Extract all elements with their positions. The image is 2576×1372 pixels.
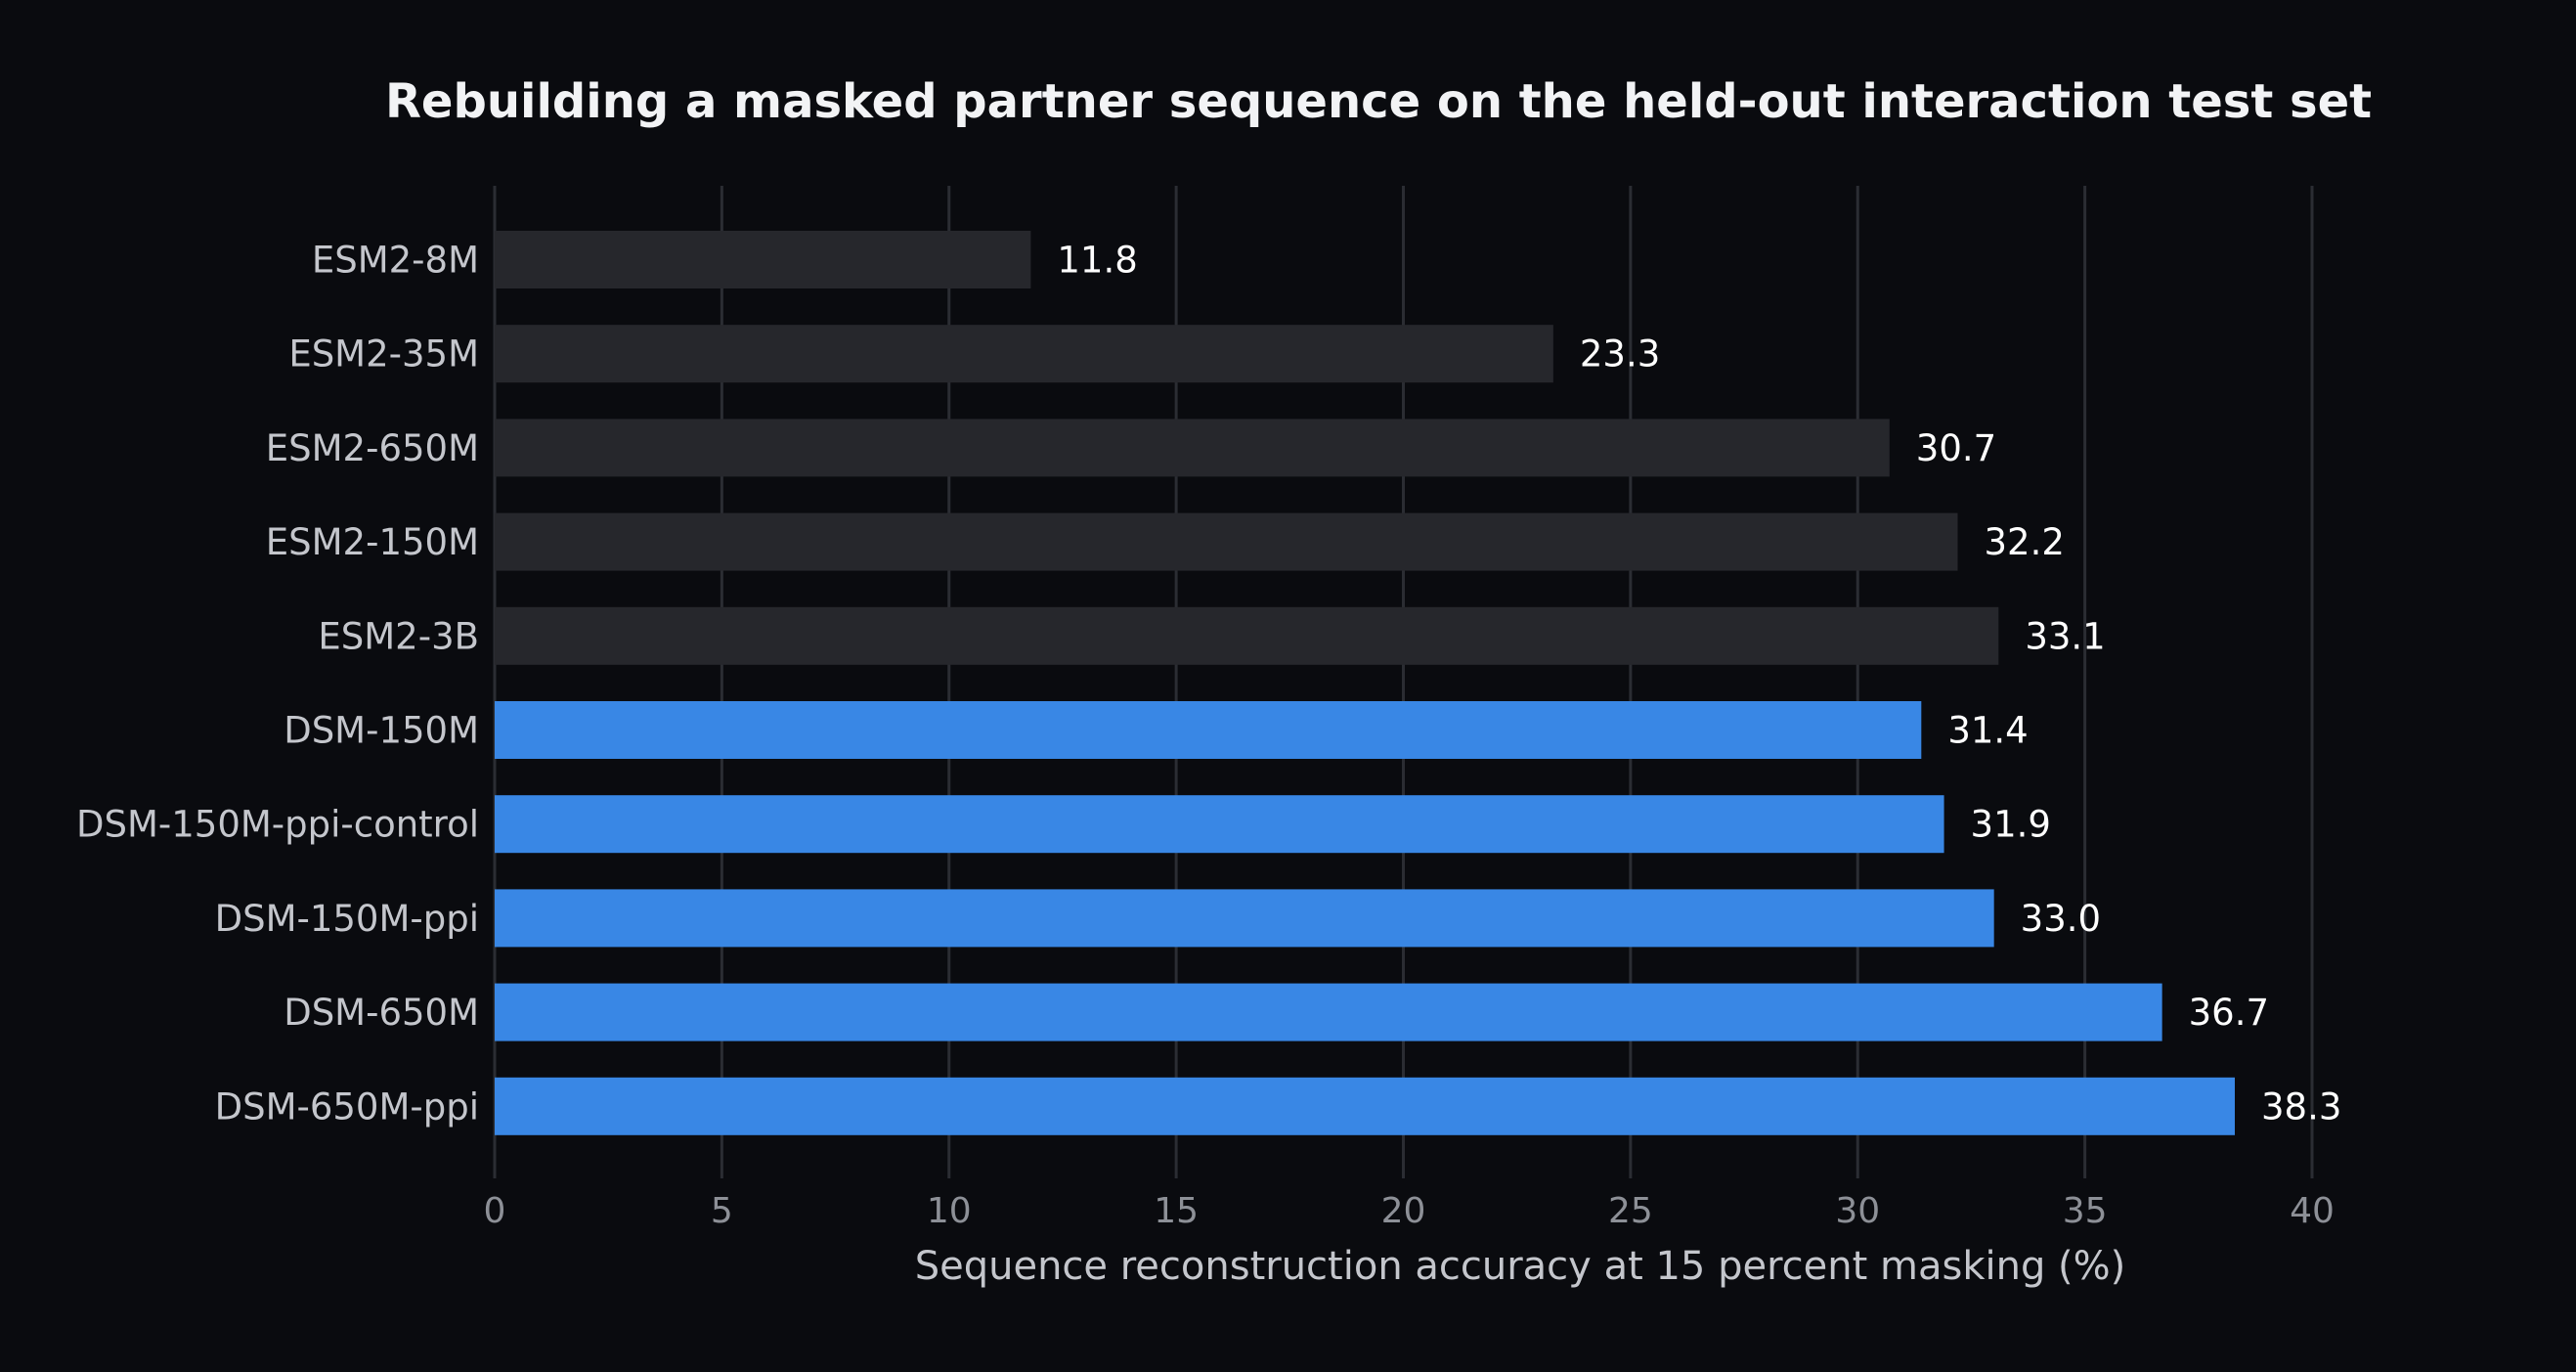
category-label: DSM-150M — [284, 710, 479, 752]
x-tick-label: 40 — [2290, 1191, 2335, 1231]
x-tick-label: 15 — [1154, 1191, 1199, 1231]
category-label: ESM2-8M — [312, 240, 479, 282]
bar-DSM-150M — [495, 701, 1922, 759]
bar-ESM2-35M — [495, 325, 1553, 383]
x-tick-label: 5 — [711, 1191, 733, 1231]
x-tick-labels: 0 5 10 15 20 25 30 35 40 — [484, 1191, 2335, 1231]
category-labels: ESM2-8M ESM2-35M ESM2-650M ESM2-150M ESM2-3B… — [76, 240, 479, 1129]
value-label: 38.3 — [2261, 1085, 2341, 1128]
x-tick-label: 35 — [2063, 1191, 2108, 1231]
value-label: 33.1 — [2025, 615, 2105, 657]
bar-ESM2-150M — [495, 512, 1958, 571]
category-label: DSM-650M — [284, 992, 479, 1034]
x-tick-label: 10 — [927, 1191, 972, 1231]
bar-DSM-150M-ppi — [495, 889, 1994, 948]
x-tick-label: 30 — [1835, 1191, 1880, 1231]
bar-DSM-650M-ppi — [495, 1077, 2235, 1135]
value-label: 32.2 — [1984, 521, 2064, 563]
x-tick-label: 25 — [1608, 1191, 1653, 1231]
category-label: ESM2-650M — [266, 427, 479, 469]
bars — [495, 231, 2235, 1135]
category-label: DSM-150M-ppi — [215, 898, 479, 940]
bar-ESM2-8M — [495, 231, 1031, 288]
x-axis-title: Sequence reconstruction accuracy at 15 p… — [915, 1244, 2126, 1289]
value-label: 30.7 — [1916, 427, 1996, 469]
category-label: ESM2-150M — [266, 521, 479, 563]
category-label: ESM2-3B — [318, 615, 479, 657]
value-labels: 11.8 23.3 30.7 32.2 33.1 31.4 31.9 33.0 36.7 38.3 — [1057, 240, 2341, 1129]
x-tick-label: 0 — [484, 1191, 506, 1231]
bar-ESM2-650M — [495, 419, 1890, 477]
bar-ESM2-3B — [495, 606, 1999, 665]
category-label: ESM2-35M — [288, 333, 479, 376]
value-label: 36.7 — [2189, 992, 2269, 1034]
bar-DSM-150M-ppi-control — [495, 795, 1944, 854]
x-tick-label: 20 — [1381, 1191, 1426, 1231]
value-label: 23.3 — [1580, 333, 1660, 376]
category-label: DSM-150M-ppi-control — [76, 804, 479, 846]
chart-title: Rebuilding a masked partner sequence on … — [385, 74, 2372, 129]
value-label: 31.9 — [1971, 804, 2051, 846]
bar-DSM-650M — [495, 983, 2162, 1041]
value-label: 33.0 — [2021, 898, 2101, 940]
value-label: 31.4 — [1947, 710, 2028, 752]
value-label: 11.8 — [1057, 240, 1137, 282]
category-label: DSM-650M-ppi — [215, 1085, 479, 1128]
